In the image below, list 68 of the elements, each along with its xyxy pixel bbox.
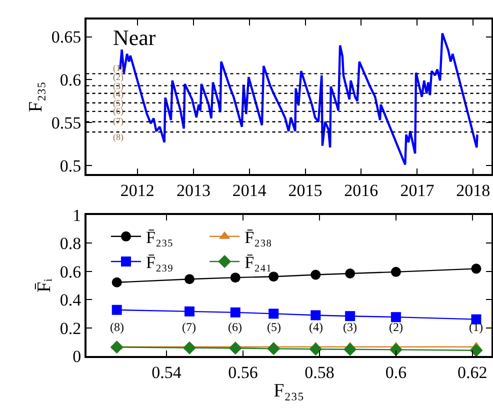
point: [310, 270, 321, 280]
point: [390, 312, 401, 322]
annotation: (6): [228, 320, 242, 334]
annotation: (7): [113, 116, 124, 126]
y-tick-label: 0.5: [60, 156, 82, 176]
y-tick-label: 0: [72, 346, 82, 366]
y-tick-label: 0.6: [60, 70, 82, 90]
point: [112, 277, 122, 288]
y-tick-label: 1: [72, 206, 82, 225]
y-tick-label: 0.65: [51, 28, 82, 47]
legend-label: F̄₂₃₈: [244, 228, 272, 248]
point: [184, 306, 194, 316]
point: [389, 343, 402, 356]
annotation: (3): [343, 320, 357, 334]
x-tick-label: 2015: [288, 181, 322, 200]
point: [268, 308, 279, 319]
y-tick-label: 0.6: [60, 262, 82, 282]
annotation: (5): [113, 98, 124, 108]
annotation: (2): [389, 320, 403, 334]
x-tick-label: 2016: [344, 181, 378, 200]
point: [184, 274, 194, 284]
annotation: (1): [469, 320, 483, 334]
x-tick-label: 2014: [232, 181, 267, 200]
annotation: (4): [309, 320, 323, 334]
x-tick-label: 2017: [400, 181, 435, 200]
x-tick-label: 2013: [176, 181, 210, 200]
point: [309, 342, 322, 356]
point: [230, 272, 240, 283]
x-tick-label: 2012: [120, 181, 154, 200]
x-tick-label: 0.6: [385, 363, 407, 382]
y-tick-label: 0.8: [60, 234, 82, 254]
legend-label: F̄₂₃₅: [146, 228, 174, 248]
x-tick-label: 0.62: [458, 363, 488, 382]
point: [268, 272, 279, 282]
annotation: Near: [113, 25, 156, 50]
annotation: (6): [113, 106, 124, 116]
point: [228, 342, 242, 355]
y-axis-title: F̄ᵢ: [34, 278, 56, 292]
annotation: (8): [113, 132, 124, 142]
annotation: (7): [182, 320, 196, 334]
x-tick-label: 2018: [456, 181, 490, 200]
legend-label: F̄₂₄₁: [244, 253, 272, 272]
annotation: (4): [113, 89, 124, 99]
y-axis-title: F₂₃₅: [26, 82, 47, 112]
legend-label: F̄₂₃₉: [146, 253, 174, 272]
point: [230, 307, 240, 318]
x-axis-title: F₂₃₅: [274, 380, 304, 402]
annotation: (8): [110, 320, 124, 334]
y-tick-label: 0.55: [51, 114, 82, 133]
x-tick-label: 0.58: [304, 363, 334, 382]
x-tick-label: 0.56: [228, 363, 258, 382]
x-tick-label: 0.54: [152, 363, 182, 382]
point: [390, 266, 401, 277]
point: [345, 311, 356, 322]
point: [344, 342, 357, 356]
y-tick-label: 0.2: [60, 318, 82, 338]
point: [110, 340, 124, 354]
point: [310, 310, 321, 320]
point: [182, 341, 196, 354]
point: [471, 264, 482, 274]
y-tick-label: 0.4: [60, 290, 82, 310]
point: [267, 342, 280, 356]
annotation: (3): [113, 81, 124, 91]
point: [112, 304, 122, 315]
point: [345, 268, 356, 278]
point: [470, 344, 483, 357]
annotation: (5): [267, 320, 281, 334]
annotation: (2): [113, 72, 124, 82]
